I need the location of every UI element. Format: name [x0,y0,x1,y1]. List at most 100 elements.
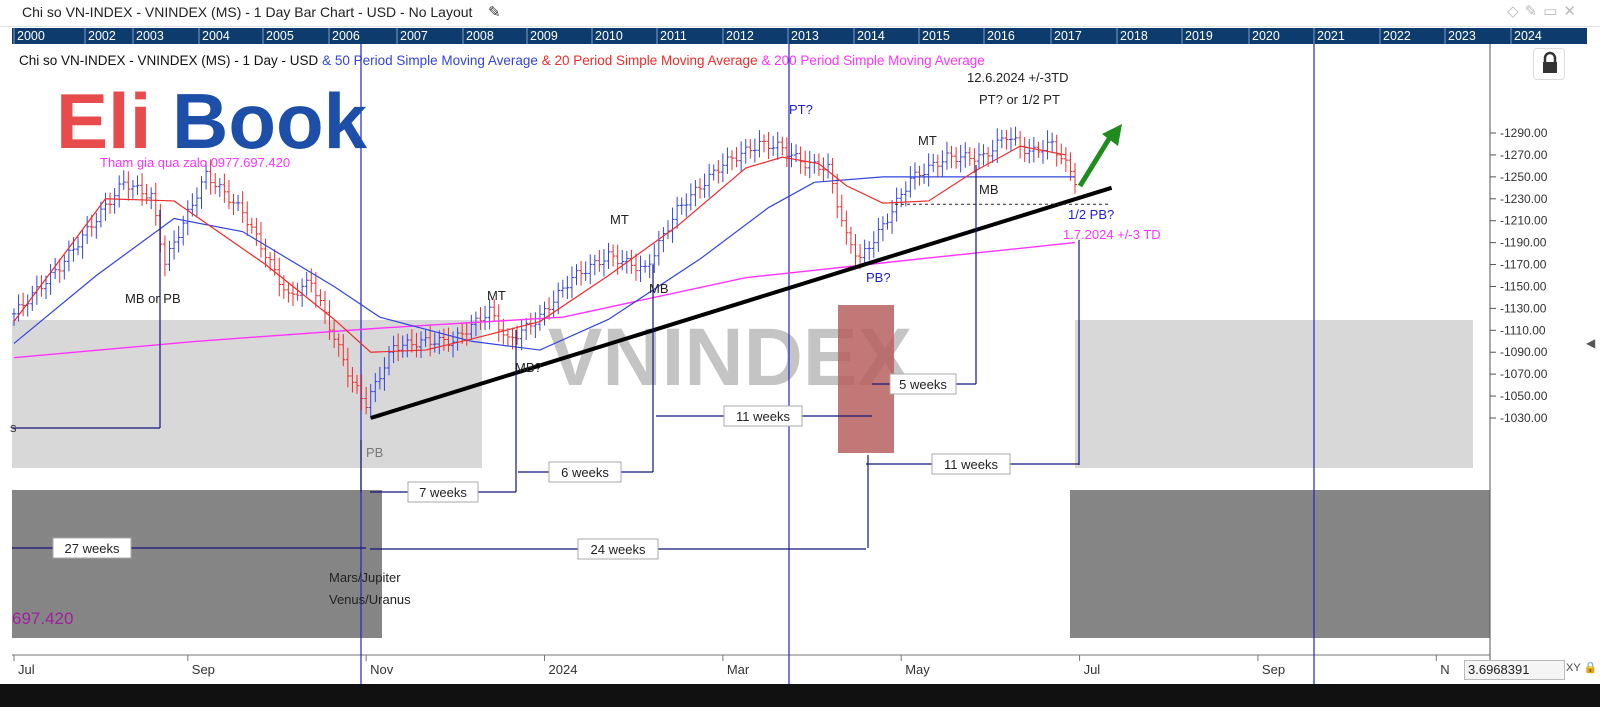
navigator-year[interactable]: 2020 [1252,29,1280,43]
pen-icon[interactable]: ✎ [488,4,501,21]
logo-book: Book [172,77,368,165]
label-planet-1: Mars/Jupiter [329,570,401,585]
navigator-year[interactable]: 2008 [466,29,494,43]
navigator-year[interactable]: 2019 [1185,29,1213,43]
navigator-year[interactable]: 2024 [1514,29,1542,43]
navigator-year[interactable]: 2012 [726,29,754,43]
span-5-weeks-box [889,373,957,395]
label-mb-or-pb: MB or PB [125,291,181,306]
navigator-year[interactable]: 2010 [595,29,623,43]
span-27-weeks-box [52,537,132,559]
label-half-pb: 1/2 PB? [1068,207,1114,222]
navigator-year[interactable]: 2014 [857,29,885,43]
navigator-year[interactable]: 2013 [791,29,819,43]
legend-ma50: & 50 Period Simple Moving Average [322,53,538,68]
dark-box-left [12,490,382,638]
grey-box-right [1075,320,1473,468]
lock-icon [1543,51,1557,73]
label-mt-2: MT [610,212,629,227]
label-planet-2: Venus/Uranus [329,592,411,607]
zalo-fragment: 697.420 [12,609,73,628]
x-tick-label: N [1440,662,1449,677]
trend-line [370,185,1113,420]
y-tick-label: -1050.00 [1500,389,1548,403]
navigator-year[interactable]: 2018 [1120,29,1148,43]
span-s-label: s [10,420,17,435]
ma200-line [13,241,1076,359]
y-tick-label: -1130.00 [1500,301,1547,315]
label-mt-3: MT [918,133,937,148]
window-title: Chi so VN-INDEX - VNINDEX (MS) - 1 Day B… [22,4,473,20]
logo-eli: Eli [56,77,151,165]
y-tick-label: -1270.00 [1500,148,1548,162]
y-tick-label: -1030.00 [1500,411,1548,425]
navigator-year[interactable]: 2023 [1448,29,1476,43]
navigator-year[interactable]: 2022 [1383,29,1411,43]
chart-legend: Chi so VN-INDEX - VNINDEX (MS) - 1 Day -… [19,53,985,68]
navigator-year[interactable]: 2006 [332,29,360,43]
navigator-year[interactable]: 2015 [922,29,950,43]
window-controls[interactable]: ◇✎▭✕ [1507,3,1582,20]
y-tick-label: -1290.00 [1500,126,1548,140]
legend-ma20: & 20 Period Simple Moving Average [541,53,758,68]
navigator-year[interactable]: 2004 [202,29,230,43]
navigator-year[interactable]: 2005 [266,29,294,43]
label-mb-2: MB [979,182,999,197]
y-tick-label: -1190.00 [1500,236,1547,250]
span-5-weeks-label: 5 weeks [899,377,947,392]
span-11-weeks-b-label: 11 weeks [944,457,998,472]
bottom-edge [0,684,1600,707]
year-navigator[interactable]: 2000 2002 2003 2004 2005 2006 2007 2008 2009 2010… [12,28,1587,44]
forecast-arrow-shaft [1077,132,1115,188]
span-27-weeks-label: 27 weeks [65,541,120,556]
x-tick-label: 2024 [549,662,578,677]
y-tick-label: -1150.00 [1500,279,1547,293]
y-tick-label: -1090.00 [1500,345,1548,359]
x-tick-label: Nov [370,662,394,677]
navigator-year[interactable]: 2000 [17,29,45,43]
navigator-year[interactable]: 2016 [987,29,1015,43]
span-6-weeks-box [548,461,622,483]
forecast-arrowhead [1102,124,1122,146]
side-panel-toggle-icon[interactable]: ◀ [1586,336,1596,350]
crosshair-value: 3.6968391 [1464,660,1565,680]
x-tick-label: Sep [1262,662,1285,677]
span-11-weeks-b-box [931,453,1011,475]
span-11-weeks-a-box [723,405,803,427]
dark-box-right [1070,490,1490,638]
navigator-year[interactable]: 2002 [88,29,116,43]
x-tick-label: Jul [1084,662,1101,677]
label-pb-question: PB? [866,270,891,285]
ma50-line [13,176,1075,351]
price-chart[interactable]: VNINDEX-1290.00-1270.00-1250.00-1230.00-… [0,44,1600,684]
span-7-weeks-label: 7 weeks [419,485,467,500]
span-11-weeks-a-label: 11 weeks [736,409,790,424]
navigator-year[interactable]: 2009 [530,29,558,43]
navigator-year[interactable]: 2011 [660,29,687,43]
xy-mode-label[interactable]: XY 🔒 [1566,661,1597,674]
y-tick-label: -1110.00 [1500,323,1546,337]
lock-button[interactable] [1533,48,1565,80]
logo-zalo: Tham gia qua zalo 0977.697.420 [100,155,290,170]
y-tick-label: -1250.00 [1500,170,1548,184]
label-pt-2: PT? or 1/2 PT [979,92,1060,107]
legend-ma200: & 200 Period Simple Moving Average [761,53,985,68]
span-7-weeks-box [407,481,479,503]
small-lock-icon: 🔒 [1583,662,1598,674]
x-tick-label: Mar [727,662,750,677]
navigator-year[interactable]: 2017 [1054,29,1082,43]
navigator-year[interactable]: 2003 [136,29,164,43]
label-pb: PB [366,445,383,460]
x-tick-label: May [905,662,930,677]
label-mb-question: MB? [515,360,542,375]
label-mt-1: MT [487,288,506,303]
legend-prefix: Chi so VN-INDEX - VNINDEX (MS) - 1 Day -… [19,53,319,68]
label-pt-1: PT? [789,102,813,117]
y-tick-label: -1230.00 [1500,192,1548,206]
label-mb-1: MB [649,281,669,296]
navigator-year[interactable]: 2021 [1317,29,1345,43]
navigator-year[interactable]: 2007 [400,29,428,43]
red-time-box [838,305,894,453]
span-6-weeks-label: 6 weeks [561,465,609,480]
y-tick-label: -1070.00 [1500,367,1548,381]
